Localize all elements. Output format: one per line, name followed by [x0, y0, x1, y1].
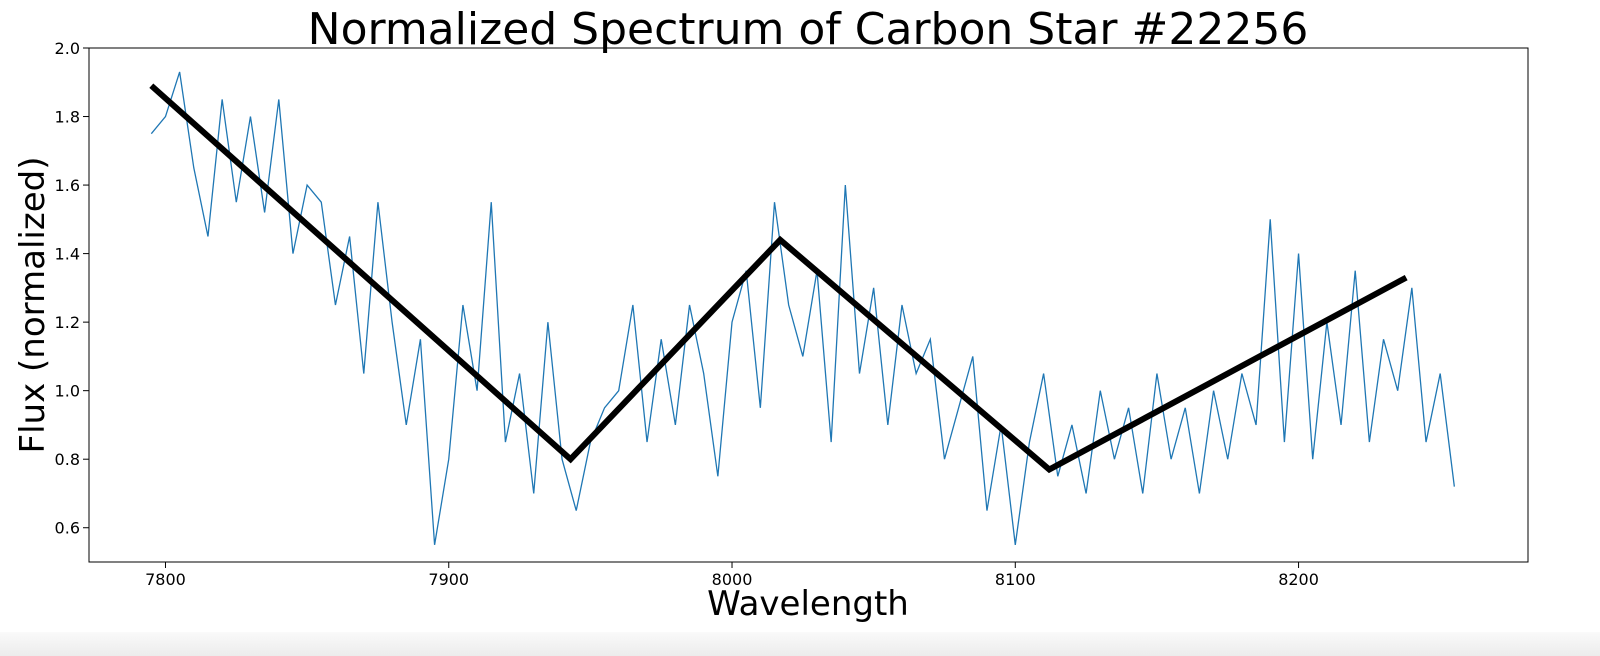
y-tick-label: 1.2 [55, 313, 80, 332]
window-strip [0, 632, 1600, 656]
x-tick-label: 7800 [145, 570, 186, 589]
x-tick-label: 7900 [428, 570, 469, 589]
plot-area [149, 71, 1455, 545]
series-line [150, 71, 1455, 545]
x-axis-label: Wavelength [707, 584, 909, 624]
y-tick-label: 2.0 [55, 39, 80, 58]
series-line [149, 83, 1408, 474]
y-axis-label: Flux (normalized) [13, 157, 53, 454]
x-tick-label: 8100 [995, 570, 1036, 589]
plot-frame [88, 47, 1529, 563]
y-tick-label: 1.0 [55, 382, 80, 401]
y-tick-label: 0.8 [55, 450, 80, 469]
x-tick-label: 8200 [1278, 570, 1319, 589]
x-tick-label: 8000 [712, 570, 753, 589]
chart: Normalized Spectrum of Carbon Star #2225… [13, 4, 1529, 624]
y-tick-label: 1.6 [55, 176, 80, 195]
chart-title: Normalized Spectrum of Carbon Star #2225… [308, 4, 1309, 55]
y-tick-label: 1.8 [55, 108, 80, 127]
y-tick-label: 0.6 [55, 519, 80, 538]
y-tick-label: 1.4 [55, 245, 80, 264]
